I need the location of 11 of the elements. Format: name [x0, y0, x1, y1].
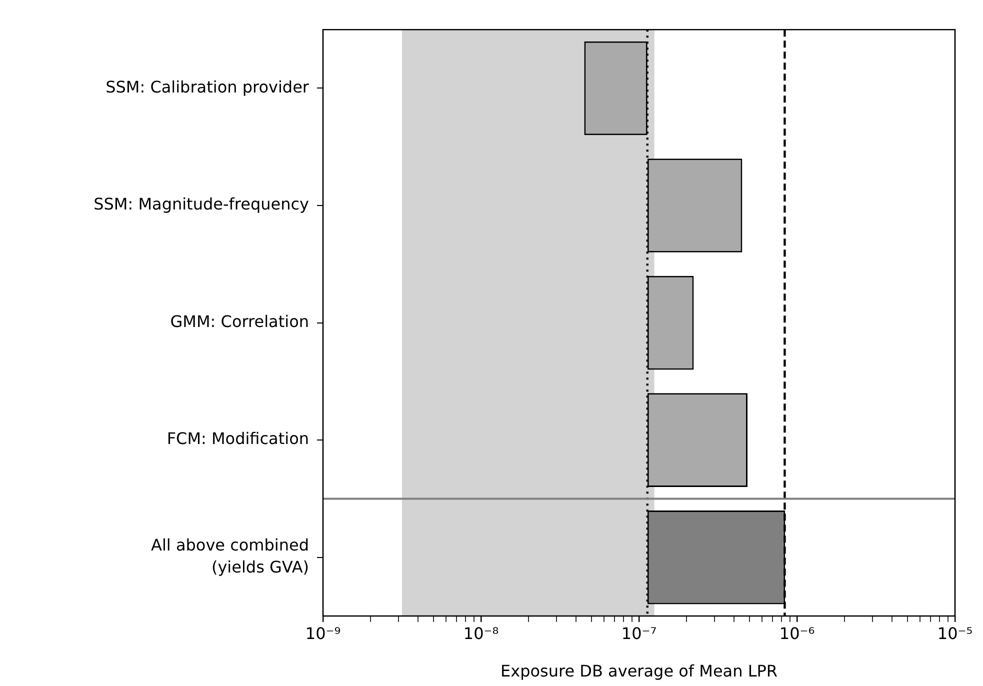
x-tick-label: 10⁻⁶ — [779, 624, 815, 643]
x-axis-title: Exposure DB average of Mean LPR — [500, 662, 778, 681]
y-tick-label: SSM: Magnitude-frequency — [94, 194, 309, 214]
y-tick-label: SSM: Calibration provider — [106, 77, 310, 96]
y-tick-label: All above combined (yields GVA) — [151, 536, 309, 576]
x-tick-label: 10⁻⁷ — [621, 624, 657, 643]
y-tick-label: FCM: Modification — [166, 429, 309, 448]
x-tick-label: 10⁻⁵ — [937, 624, 973, 643]
x-tick-label: 10⁻⁹ — [305, 624, 341, 643]
y-tick-label: GMM: Correlation — [170, 312, 309, 331]
x-tick-label: 10⁻⁸ — [463, 624, 499, 643]
